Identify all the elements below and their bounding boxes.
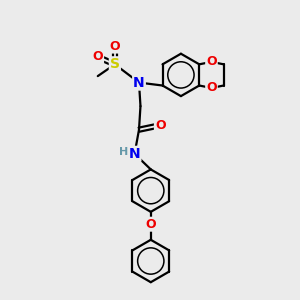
Text: N: N: [129, 147, 140, 161]
Text: S: S: [110, 57, 120, 71]
Text: O: O: [155, 119, 166, 132]
Text: H: H: [119, 147, 128, 158]
Text: N: N: [133, 76, 145, 90]
Text: O: O: [146, 218, 156, 231]
Text: O: O: [110, 40, 120, 52]
Text: O: O: [206, 56, 217, 68]
Text: O: O: [206, 82, 217, 94]
Text: O: O: [92, 50, 103, 64]
